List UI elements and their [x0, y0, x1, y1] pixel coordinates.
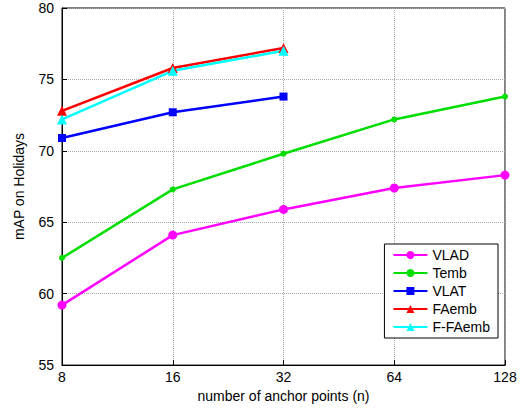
- svg-text:75: 75: [38, 71, 54, 87]
- svg-text:F-FAemb: F-FAemb: [432, 319, 490, 335]
- svg-text:70: 70: [38, 143, 54, 159]
- svg-text:80: 80: [38, 0, 54, 16]
- svg-text:64: 64: [386, 369, 402, 385]
- svg-text:65: 65: [38, 214, 54, 230]
- svg-text:32: 32: [276, 369, 292, 385]
- svg-text:55: 55: [38, 357, 54, 373]
- svg-text:VLAT: VLAT: [432, 283, 466, 299]
- svg-text:60: 60: [38, 286, 54, 302]
- svg-text:Temb: Temb: [432, 265, 466, 281]
- svg-text:8: 8: [58, 369, 66, 385]
- svg-text:128: 128: [493, 369, 517, 385]
- svg-text:FAemb: FAemb: [432, 301, 477, 317]
- svg-text:mAP on Holidays: mAP on Holidays: [11, 133, 27, 240]
- svg-text:number of anchor points (n): number of anchor points (n): [198, 388, 370, 404]
- svg-text:VLAD: VLAD: [432, 247, 469, 263]
- svg-text:16: 16: [165, 369, 181, 385]
